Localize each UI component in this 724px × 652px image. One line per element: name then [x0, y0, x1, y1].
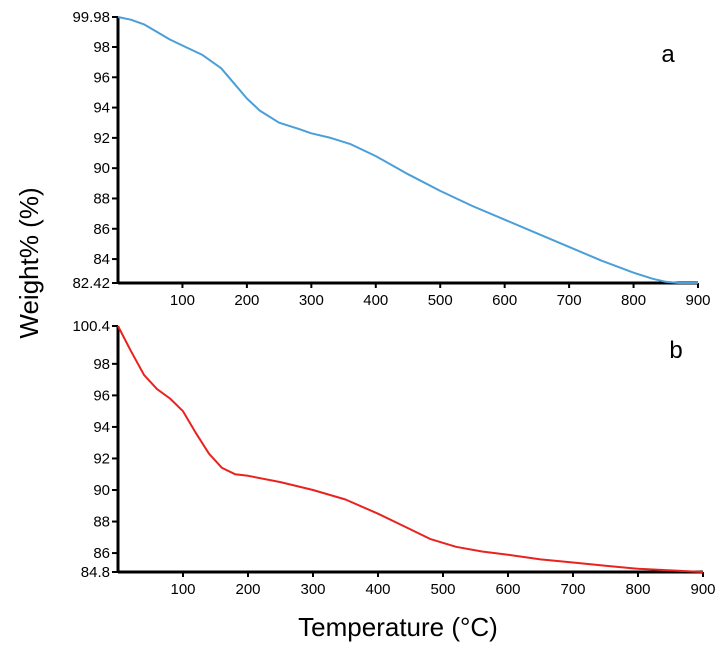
- x-tick-label: 900: [690, 581, 715, 598]
- x-tick-label: 800: [625, 581, 650, 598]
- y-tick-label: 92: [93, 450, 110, 467]
- y-tick-label: 92: [93, 130, 110, 147]
- x-tick-label: 400: [365, 581, 390, 598]
- y-tick-label: 100.4: [72, 318, 110, 335]
- y-tick-label: 90: [93, 482, 110, 499]
- x-tick-label: 500: [428, 292, 453, 309]
- y-tick-label: 90: [93, 160, 110, 177]
- x-tick-label: 800: [621, 292, 646, 309]
- y-tick-label: 86: [93, 545, 110, 562]
- x-tick-label: 500: [430, 581, 455, 598]
- x-axis-title: Temperature (°C): [298, 612, 498, 642]
- panel-a: 100 200 300 400 500 600 700 800 900 99.98 98 96 94 92…: [72, 9, 710, 309]
- series-line-a: [117, 16, 698, 284]
- y-tick-label: 96: [93, 69, 110, 86]
- y-tick-label: 88: [93, 514, 110, 531]
- y-tick-label: 96: [93, 387, 110, 404]
- panel-label: b: [669, 337, 682, 364]
- y-tick-label: 82.42: [72, 275, 110, 292]
- y-tick-label: 86: [93, 221, 110, 238]
- x-tick-label: 300: [299, 292, 324, 309]
- panel-b: 100 200 300 400 500 600 700 800 900 100.4 98 96 94 92…: [72, 318, 715, 598]
- x-tick-label: 700: [560, 581, 585, 598]
- y-tick-label: 84.8: [81, 564, 110, 581]
- x-tick-label: 700: [557, 292, 582, 309]
- x-tick-label: 600: [492, 292, 517, 309]
- x-tick-label: 100: [170, 292, 195, 309]
- y-tick-label: 94: [93, 419, 110, 436]
- y-tick-label: 84: [93, 251, 110, 268]
- panel-label: a: [661, 41, 675, 68]
- series-line-b: [117, 325, 704, 573]
- y-tick-label: 99.98: [72, 9, 110, 26]
- x-tick-label: 900: [685, 292, 710, 309]
- y-tick-label: 98: [93, 39, 110, 56]
- y-tick-label: 94: [93, 100, 110, 117]
- y-tick-label: 98: [93, 356, 110, 373]
- x-tick-label: 300: [300, 581, 325, 598]
- y-tick-label: 88: [93, 190, 110, 207]
- y-axis-title: Weight% (%): [14, 187, 44, 338]
- x-tick-label: 200: [234, 292, 259, 309]
- x-tick-label: 600: [495, 581, 520, 598]
- x-tick-label: 200: [235, 581, 260, 598]
- x-tick-label: 100: [170, 581, 195, 598]
- x-tick-label: 400: [363, 292, 388, 309]
